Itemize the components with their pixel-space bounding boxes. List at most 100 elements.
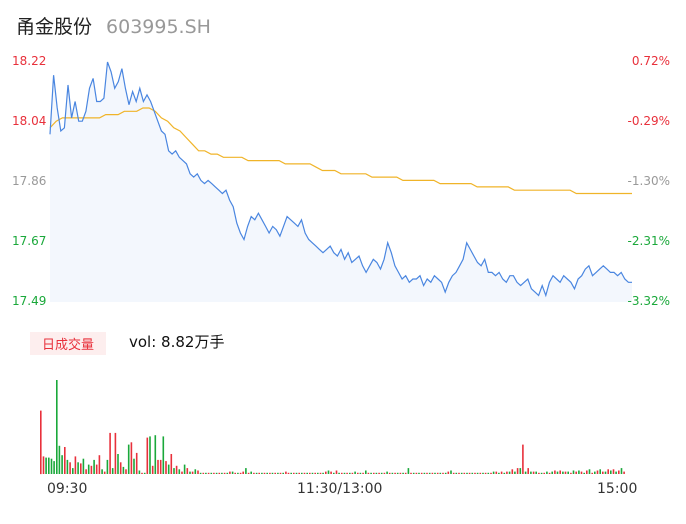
volume-bar — [287, 472, 290, 474]
volume-bar — [452, 472, 455, 474]
volume-bar — [103, 471, 106, 474]
volume-bar — [330, 471, 332, 474]
volume-bar — [87, 464, 90, 474]
volume-bar — [490, 472, 492, 474]
volume-bar — [42, 456, 45, 474]
volume-bar — [170, 454, 173, 474]
volume-badge: 日成交量 — [30, 332, 107, 355]
volume-bar — [80, 463, 82, 474]
volume-bar — [540, 472, 543, 474]
volume-bar — [165, 461, 167, 474]
volume-bar — [234, 472, 236, 474]
volume-bar — [271, 472, 274, 474]
volume-bar — [612, 469, 615, 474]
volume-bar — [506, 471, 508, 474]
volume-bar — [596, 470, 599, 474]
volume-bar — [450, 470, 452, 474]
volume-bar — [572, 470, 575, 474]
volume-bar — [522, 444, 524, 474]
volume-bar — [468, 472, 471, 474]
volume-bar — [130, 442, 133, 474]
volume-bar — [575, 471, 577, 474]
volume-bar — [295, 472, 298, 474]
volume-bar — [455, 472, 458, 474]
volume-bar — [370, 472, 372, 474]
volume-bar — [436, 472, 439, 474]
volume-bar — [466, 472, 468, 474]
volume-bar — [125, 469, 127, 474]
stock-code: 603995.SH — [106, 16, 211, 38]
volume-bar — [98, 455, 101, 474]
volume-bar — [610, 470, 612, 474]
volume-bar — [269, 472, 271, 474]
volume-bar — [530, 471, 532, 474]
volume-bar — [173, 468, 175, 474]
volume-bar — [602, 471, 604, 474]
volume-bar — [386, 471, 388, 474]
volume-bar — [303, 472, 306, 474]
volume-bar — [53, 461, 55, 474]
volume-bar — [325, 471, 327, 474]
stock-title: 甬金股份 603995.SH — [16, 12, 211, 39]
volume-bar — [317, 472, 319, 474]
volume-bar — [373, 472, 375, 474]
volume-bar — [146, 437, 149, 474]
volume-bar — [127, 444, 130, 474]
volume-bar — [519, 468, 522, 474]
volume-bar — [101, 469, 103, 474]
volume-bar — [301, 472, 303, 474]
volume-bar — [263, 472, 266, 474]
volume-bar — [266, 472, 268, 474]
volume-bar — [143, 472, 146, 474]
volume-bar — [61, 455, 63, 474]
volume-bar — [319, 472, 322, 474]
volume-bar — [119, 462, 122, 475]
volume-bar — [159, 459, 162, 474]
volume-bar — [167, 464, 170, 474]
volume-bar — [535, 471, 537, 474]
volume-bar — [492, 471, 495, 474]
volume-bar — [365, 470, 367, 474]
volume-bar — [559, 470, 561, 474]
y-tick-left: 17.86 — [12, 174, 47, 188]
volume-bar — [199, 472, 202, 474]
volume-bar — [45, 457, 47, 474]
volume-bar — [564, 471, 567, 474]
volume-bar — [58, 445, 61, 474]
volume-bar — [538, 472, 540, 474]
volume-bar — [239, 472, 242, 474]
y-tick-right: -0.29% — [627, 114, 670, 128]
volume-bar — [338, 472, 340, 474]
volume-bar — [354, 471, 356, 474]
volume-bar — [327, 470, 330, 474]
volume-bar — [487, 472, 490, 474]
volume-bar — [618, 470, 620, 474]
volume-bar — [479, 472, 482, 474]
volume-bar — [351, 472, 354, 474]
volume-bar — [431, 472, 434, 474]
volume-bar — [527, 468, 529, 474]
y-tick-left: 17.67 — [12, 234, 47, 248]
volume-bar — [357, 472, 359, 474]
volume-bar — [508, 471, 511, 474]
volume-bar — [415, 472, 418, 474]
volume-bar — [213, 472, 215, 474]
volume-bar — [396, 472, 399, 474]
volume-bar — [402, 472, 404, 474]
volume-bar — [423, 472, 426, 474]
volume-bar — [64, 447, 66, 474]
volume-bar — [231, 471, 234, 474]
volume-bar — [277, 472, 279, 474]
volume-bar — [314, 472, 316, 474]
volume-bar — [210, 472, 213, 474]
x-tick-label: 15:00 — [597, 481, 638, 497]
volume-bar — [394, 472, 396, 474]
stock-name: 甬金股份 — [16, 16, 93, 38]
volume-bar — [391, 472, 394, 474]
volume-bar — [567, 471, 569, 474]
volume-bar — [463, 472, 466, 474]
volume-bar — [607, 469, 609, 474]
volume-bar — [404, 472, 407, 474]
volume-bar — [349, 472, 351, 474]
volume-bar — [82, 458, 85, 474]
